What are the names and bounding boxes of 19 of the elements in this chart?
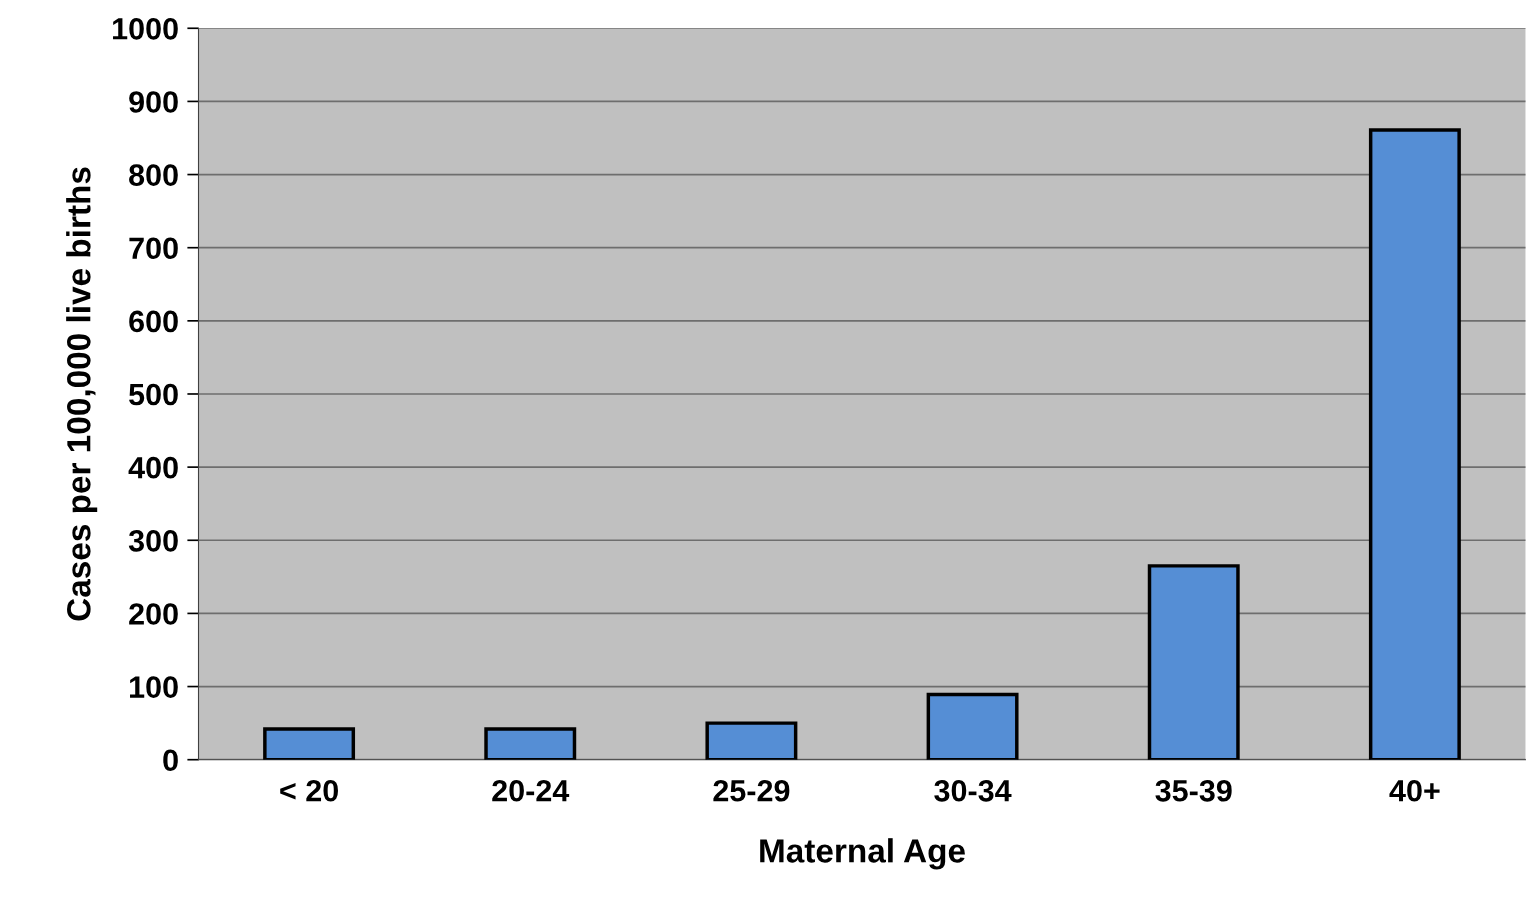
y-axis-title: Cases per 100,000 live births <box>66 167 98 621</box>
y-tick-label: 900 <box>129 91 178 113</box>
y-tick-label: 100 <box>130 676 178 698</box>
y-tick-label: 500 <box>129 383 178 406</box>
x-tick-label: 35-39 <box>1155 779 1232 802</box>
y-tick-label: 0 <box>163 749 178 772</box>
x-tick-label: 20-24 <box>492 779 570 802</box>
y-tick-label: 800 <box>129 164 178 186</box>
y-tick-label: 300 <box>128 530 178 552</box>
x-tick-label: < 20 <box>280 779 338 802</box>
x-axis-title: Maternal Age <box>760 838 965 870</box>
x-tick-label: 30-34 <box>934 779 1012 802</box>
y-tick-label: 400 <box>128 456 178 479</box>
x-tick-label: 25-29 <box>713 779 790 802</box>
y-tick-label: 600 <box>129 310 178 333</box>
y-tick-label: 200 <box>129 603 178 625</box>
x-tick-label: 40+ <box>1389 779 1440 802</box>
y-tick-label: 1000 <box>113 18 178 40</box>
y-tick-label: 700 <box>129 237 178 260</box>
